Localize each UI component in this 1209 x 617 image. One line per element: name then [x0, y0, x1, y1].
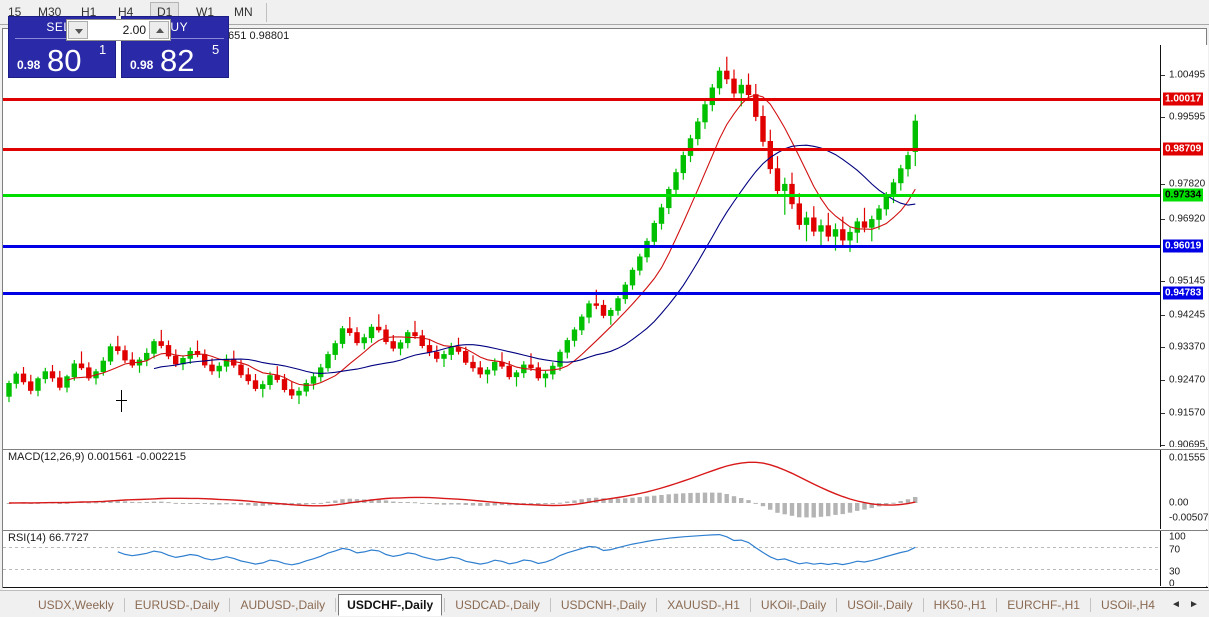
- symbol-tab-usdcad-daily[interactable]: USDCAD-,Daily: [455, 598, 540, 612]
- symbol-tab-audusd-daily[interactable]: AUDUSD-,Daily: [240, 598, 326, 612]
- rsi-scale-label: 30: [1169, 566, 1181, 578]
- tab-separator: [1089, 598, 1091, 612]
- price-level-tag-2[interactable]: 0.97334: [1163, 188, 1204, 202]
- price-tick-mark: [1161, 347, 1165, 348]
- price-tick-mark: [1161, 117, 1165, 118]
- rsi-scale-label: 100: [1169, 531, 1186, 543]
- price-level-line-2[interactable]: [3, 194, 1160, 197]
- price-scale[interactable]: 1.00495 0.99595 0.97820 0.96920 0.95145 0.942…: [1160, 45, 1208, 447]
- price-level-tag-1[interactable]: 0.98709: [1163, 142, 1204, 156]
- macd-plot: [6, 461, 918, 518]
- price-tick-mark: [1161, 184, 1165, 185]
- chart-window: USDCHF-,Daily 0.98018 0.98971 0.97651 0.…: [2, 28, 1208, 607]
- price-tick-label: 0.92470: [1169, 374, 1206, 386]
- chevron-up-icon: [156, 28, 164, 33]
- tab-separator: [335, 598, 337, 612]
- volume-stepper[interactable]: 2.00: [66, 19, 171, 41]
- tab-separator: [444, 598, 446, 612]
- price-level-line-1[interactable]: [3, 148, 1160, 151]
- sell-button[interactable]: SELL 0.98 80 1: [8, 16, 116, 78]
- volume-increase-button[interactable]: [149, 21, 169, 39]
- symbol-tab-usdchf-daily[interactable]: USDCHF-,Daily: [338, 594, 443, 616]
- rsi-scale-label: 70: [1169, 544, 1181, 556]
- price-tick-label: 1.00495: [1169, 69, 1206, 81]
- macd-scale-label: 0.01555: [1169, 452, 1206, 464]
- price-tick-mark: [1161, 445, 1165, 446]
- timeframe-button-15[interactable]: 15: [8, 5, 22, 19]
- price-level-tag-3[interactable]: 0.96019: [1163, 239, 1204, 253]
- sell-price-fraction: 1: [99, 42, 107, 57]
- symbol-tab-ukoil-daily[interactable]: UKOil-,Daily: [760, 598, 827, 612]
- timeframe-button-mn[interactable]: MN: [234, 5, 253, 19]
- tab-scroll-right-icon[interactable]: ►: [1188, 599, 1199, 610]
- volume-value[interactable]: 2.00: [122, 23, 146, 37]
- rsi-plot: [3, 533, 1160, 570]
- buy-price-main: 82: [160, 43, 195, 78]
- price-tick-label: 0.93370: [1169, 341, 1206, 353]
- chevron-down-icon: [75, 29, 83, 34]
- symbol-tab-bar: USDX,Weekly EURUSD-,Daily AUDUSD-,Daily USD…: [0, 590, 1209, 617]
- symbol-tab-hk50-h1[interactable]: HK50-,H1: [933, 598, 987, 612]
- one-click-trading-panel: SELL 0.98 80 1 BUY 0.98 82 5 2.00: [8, 16, 231, 78]
- price-tick-label: 0.96920: [1169, 213, 1206, 225]
- price-level-tag-4[interactable]: 0.94783: [1163, 286, 1204, 300]
- rsi-pane[interactable]: RSI(14) 66.7727 100 70 30 0: [3, 530, 1208, 586]
- symbol-tab-eurusd-daily[interactable]: EURUSD-,Daily: [134, 598, 220, 612]
- price-level-line-0[interactable]: [3, 98, 1160, 101]
- price-tick-mark: [1161, 315, 1165, 316]
- candlestick-plot: [6, 56, 918, 405]
- tab-separator: [549, 598, 551, 612]
- tab-scroll-left-icon[interactable]: ◄: [1170, 599, 1181, 610]
- rsi-label: RSI(14) 66.7727: [8, 532, 89, 544]
- price-tick-label: 0.94245: [1169, 309, 1206, 321]
- price-tick-label: 0.90695: [1169, 439, 1206, 448]
- buy-price-prefix: 0.98: [130, 58, 154, 72]
- tab-separator: [922, 598, 924, 612]
- symbol-tab-usoil-h4[interactable]: USOil-,H4: [1100, 598, 1155, 612]
- sell-divider: [15, 38, 111, 39]
- tab-separator: [656, 598, 658, 612]
- timeframe-button-w1[interactable]: W1: [196, 5, 214, 19]
- timeframe-button-h1[interactable]: H1: [81, 5, 97, 19]
- sell-price-main: 80: [47, 43, 82, 78]
- macd-scale-label: -0.005075: [1169, 512, 1208, 524]
- macd-pane[interactable]: MACD(12,26,9) 0.001561 -0.002215 0.01555…: [3, 449, 1208, 529]
- price-tick-mark: [1161, 281, 1165, 282]
- tab-separator: [123, 598, 125, 612]
- price-level-line-4[interactable]: [3, 292, 1160, 295]
- timeframe-button-m30[interactable]: M30: [38, 5, 62, 19]
- symbol-tab-usdcnh-daily[interactable]: USDCNH-,Daily: [560, 598, 647, 612]
- tab-separator: [996, 598, 998, 612]
- tab-separator: [836, 598, 838, 612]
- tab-separator: [229, 598, 231, 612]
- rsi-scale-label: 0: [1169, 578, 1175, 587]
- price-tick-mark: [1161, 75, 1165, 76]
- symbol-tab-xauusd-h1[interactable]: XAUUSD-,H1: [667, 598, 740, 612]
- tab-separator: [749, 598, 751, 612]
- macd-scale: 0.01555 0.00 -0.005075: [1160, 450, 1208, 529]
- toolbar-separator: [266, 3, 267, 22]
- symbol-tab-usdx-weekly[interactable]: USDX,Weekly: [38, 598, 114, 612]
- sell-price-prefix: 0.98: [17, 58, 41, 72]
- timeframe-button-h4[interactable]: H4: [118, 5, 134, 19]
- volume-decrease-button[interactable]: [68, 21, 88, 39]
- rsi-scale: 100 70 30 0: [1160, 531, 1208, 586]
- buy-price-fraction: 5: [212, 42, 220, 57]
- price-pane[interactable]: 1.00495 0.99595 0.97820 0.96920 0.95145 0.942…: [3, 45, 1208, 447]
- price-tick-label: 0.91570: [1169, 407, 1206, 419]
- symbol-tab-eurchf-h1[interactable]: EURCHF-,H1: [1007, 598, 1080, 612]
- price-tick-label: 0.99595: [1169, 111, 1206, 123]
- price-tick-mark: [1161, 413, 1165, 414]
- price-tick-label: 0.97820: [1169, 178, 1206, 190]
- price-tick-label: 0.95145: [1169, 275, 1206, 287]
- price-tick-mark: [1161, 380, 1165, 381]
- price-level-line-3[interactable]: [3, 245, 1160, 248]
- symbol-tab-usoil-daily[interactable]: USOil-,Daily: [847, 598, 913, 612]
- price-tick-mark: [1161, 219, 1165, 220]
- macd-label: MACD(12,26,9) 0.001561 -0.002215: [8, 451, 186, 463]
- macd-scale-label: 0.00: [1169, 497, 1189, 509]
- price-level-tag-0[interactable]: 1.00017: [1163, 92, 1204, 106]
- buy-divider: [128, 38, 224, 39]
